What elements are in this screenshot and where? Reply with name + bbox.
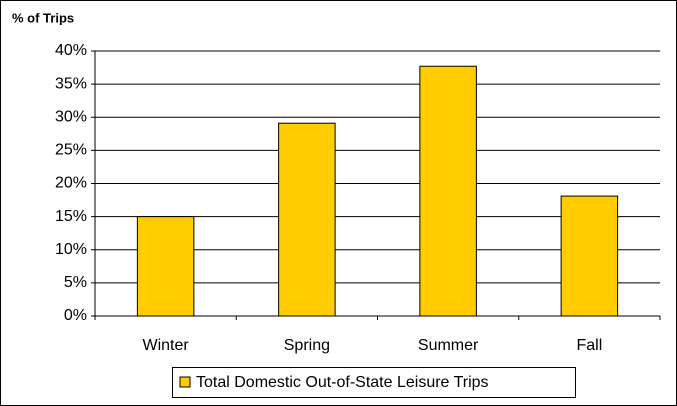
y-tick-label: 30% — [55, 108, 87, 125]
y-tick-label: 0% — [64, 307, 87, 324]
legend-box — [172, 367, 576, 398]
y-tick-label: 5% — [64, 274, 87, 291]
x-tick-label: Summer — [418, 337, 479, 354]
legend-label: Total Domestic Out-of-State Leisure Trip… — [196, 374, 489, 391]
y-tick-label: 25% — [55, 142, 87, 159]
bar — [136, 216, 195, 317]
x-tick-label: Spring — [284, 337, 330, 354]
y-tick-label: 20% — [55, 175, 87, 192]
bar — [278, 122, 336, 317]
y-tick-label: 10% — [55, 241, 87, 258]
bar — [419, 65, 477, 317]
y-tick-label: 40% — [55, 42, 87, 59]
y-tick-label: 35% — [55, 75, 87, 92]
y-tick-label: 15% — [55, 208, 87, 225]
legend-swatch — [179, 376, 191, 388]
bar — [560, 195, 619, 317]
x-tick-label: Fall — [576, 337, 602, 354]
x-tick-label: Winter — [143, 337, 190, 354]
y-axis-label: % of Trips — [12, 10, 74, 25]
